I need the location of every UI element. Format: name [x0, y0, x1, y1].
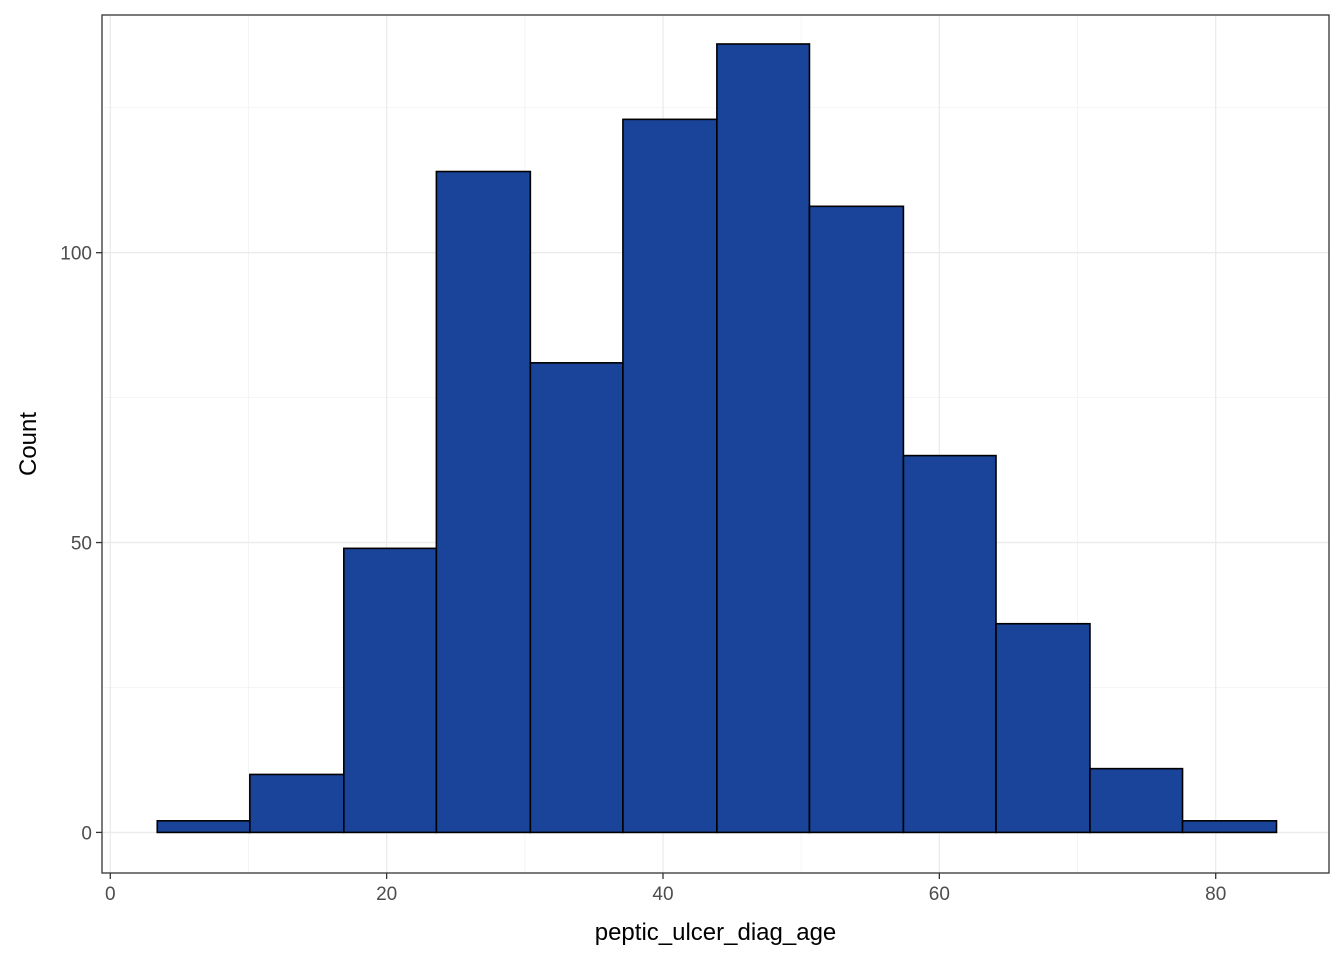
x-axis-title: peptic_ulcer_diag_age — [595, 919, 837, 946]
histogram-bar — [995, 622, 1091, 834]
histogram-bar — [249, 773, 345, 834]
histogram-bar — [529, 362, 624, 834]
y-axis-title: Count — [15, 412, 42, 476]
histogram-bars — [156, 43, 1278, 834]
axis-ticks: 0 20 40 60 80 0 50 100 — [60, 244, 1226, 905]
y-tick-label: 100 — [60, 244, 92, 265]
histogram-bar — [1089, 767, 1184, 834]
x-tick-label: 0 — [105, 884, 116, 905]
histogram-bar — [1181, 820, 1278, 834]
x-tick-label: 40 — [652, 884, 673, 905]
histogram-bar — [343, 547, 438, 834]
histogram-bar — [156, 820, 251, 834]
histogram-bar — [716, 43, 811, 834]
histogram-bar — [808, 205, 905, 834]
y-tick-label: 0 — [81, 823, 92, 844]
x-tick-label: 20 — [376, 884, 397, 905]
histogram-bar — [902, 454, 997, 834]
histogram-bar — [622, 118, 718, 834]
histogram-bar — [435, 170, 532, 834]
x-tick-label: 60 — [929, 884, 950, 905]
x-tick-label: 80 — [1205, 884, 1226, 905]
panel-border — [101, 14, 1330, 874]
y-tick-label: 50 — [71, 534, 92, 555]
